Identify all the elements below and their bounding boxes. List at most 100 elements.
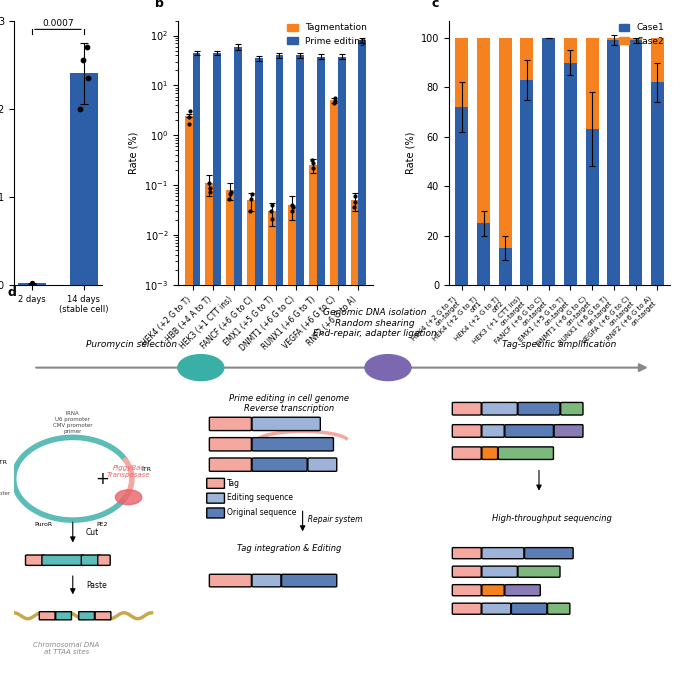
Bar — [456, 107, 469, 285]
Bar — [247, 200, 255, 685]
FancyBboxPatch shape — [252, 574, 281, 587]
Text: Cut: Cut — [86, 528, 99, 537]
FancyBboxPatch shape — [554, 425, 583, 437]
Circle shape — [365, 355, 411, 381]
Bar — [276, 55, 283, 685]
FancyBboxPatch shape — [308, 458, 337, 471]
FancyBboxPatch shape — [95, 612, 111, 620]
Legend: Tagmentation, Prime editing: Tagmentation, Prime editing — [283, 20, 371, 49]
FancyBboxPatch shape — [452, 447, 482, 460]
Point — [267, 214, 278, 225]
Text: Genomic DNA isolation
Random shearing
End-repair, adapter ligation: Genomic DNA isolation Random shearing En… — [313, 308, 436, 338]
Point — [307, 158, 318, 169]
FancyBboxPatch shape — [207, 508, 224, 518]
FancyBboxPatch shape — [252, 438, 334, 451]
Bar — [586, 38, 598, 129]
FancyBboxPatch shape — [209, 438, 252, 451]
FancyBboxPatch shape — [518, 402, 560, 415]
Bar — [18, 284, 47, 285]
Point — [329, 92, 340, 103]
Bar — [629, 38, 642, 40]
FancyBboxPatch shape — [81, 555, 101, 565]
Point — [205, 182, 216, 193]
Bar — [629, 40, 642, 285]
Point — [83, 73, 94, 84]
Point — [350, 191, 360, 202]
Text: Puromycin selection: Puromycin selection — [86, 340, 177, 349]
Point — [185, 105, 196, 116]
Text: tRNA
U6 promoter
CMV promoter
primer: tRNA U6 promoter CMV promoter primer — [53, 411, 92, 434]
Bar — [317, 57, 325, 685]
Bar — [499, 248, 512, 285]
Point — [266, 206, 277, 216]
Bar — [521, 38, 534, 80]
Point — [27, 277, 38, 288]
Point — [349, 201, 360, 212]
Text: Prime editing in cell genome
Reverse transcription: Prime editing in cell genome Reverse tra… — [229, 394, 350, 413]
Y-axis label: Rate (%): Rate (%) — [405, 132, 415, 174]
Point — [288, 202, 299, 213]
Bar — [213, 53, 221, 685]
Bar — [499, 38, 512, 248]
Text: EF1A promoter: EF1A promoter — [0, 491, 10, 496]
Text: Original sequence: Original sequence — [227, 508, 296, 517]
FancyBboxPatch shape — [482, 447, 498, 460]
FancyBboxPatch shape — [207, 478, 224, 488]
Bar — [338, 57, 345, 685]
Bar — [185, 116, 193, 685]
Legend: Case1, Case2: Case1, Case2 — [615, 20, 668, 49]
Bar — [267, 212, 276, 685]
Point — [77, 55, 88, 66]
Text: Tag: Tag — [227, 479, 240, 488]
Point — [287, 206, 298, 216]
Text: Editing sequence: Editing sequence — [227, 493, 293, 503]
FancyBboxPatch shape — [482, 547, 524, 559]
Bar — [296, 55, 304, 685]
FancyBboxPatch shape — [482, 603, 511, 614]
Text: Tag integration & Editing: Tag integration & Editing — [237, 543, 341, 553]
Point — [205, 187, 215, 198]
Bar — [521, 80, 534, 285]
FancyBboxPatch shape — [452, 566, 482, 577]
Text: Repair system: Repair system — [302, 515, 362, 524]
Bar — [289, 205, 296, 685]
Point — [267, 200, 278, 211]
Circle shape — [178, 355, 224, 381]
Point — [184, 119, 195, 130]
FancyBboxPatch shape — [525, 547, 573, 559]
Point — [224, 188, 235, 199]
FancyBboxPatch shape — [209, 458, 252, 471]
Point — [287, 200, 298, 211]
Text: High-throughput sequencing: High-throughput sequencing — [492, 514, 612, 523]
Text: PiggyBac
Transposase: PiggyBac Transposase — [107, 465, 150, 478]
FancyBboxPatch shape — [452, 547, 482, 559]
FancyBboxPatch shape — [482, 402, 517, 415]
FancyBboxPatch shape — [55, 612, 71, 620]
FancyBboxPatch shape — [498, 447, 553, 460]
Text: PE2: PE2 — [96, 522, 108, 527]
Bar — [226, 190, 234, 685]
FancyBboxPatch shape — [42, 555, 84, 565]
Point — [328, 97, 339, 108]
Bar — [309, 164, 317, 685]
Point — [224, 194, 235, 205]
FancyBboxPatch shape — [547, 603, 570, 614]
Bar — [205, 183, 213, 685]
FancyBboxPatch shape — [209, 417, 252, 431]
Point — [204, 177, 215, 188]
FancyBboxPatch shape — [452, 584, 482, 596]
Point — [247, 188, 258, 199]
FancyBboxPatch shape — [39, 612, 55, 620]
Bar — [330, 101, 338, 685]
Bar — [255, 58, 263, 685]
Point — [244, 206, 255, 216]
Point — [330, 96, 341, 107]
FancyBboxPatch shape — [505, 584, 540, 596]
FancyBboxPatch shape — [452, 402, 482, 415]
Point — [307, 155, 318, 166]
Text: d: d — [7, 286, 16, 299]
Text: b: b — [155, 0, 163, 10]
Text: PuroR: PuroR — [34, 522, 52, 527]
Point — [81, 42, 92, 53]
Bar — [564, 38, 577, 62]
